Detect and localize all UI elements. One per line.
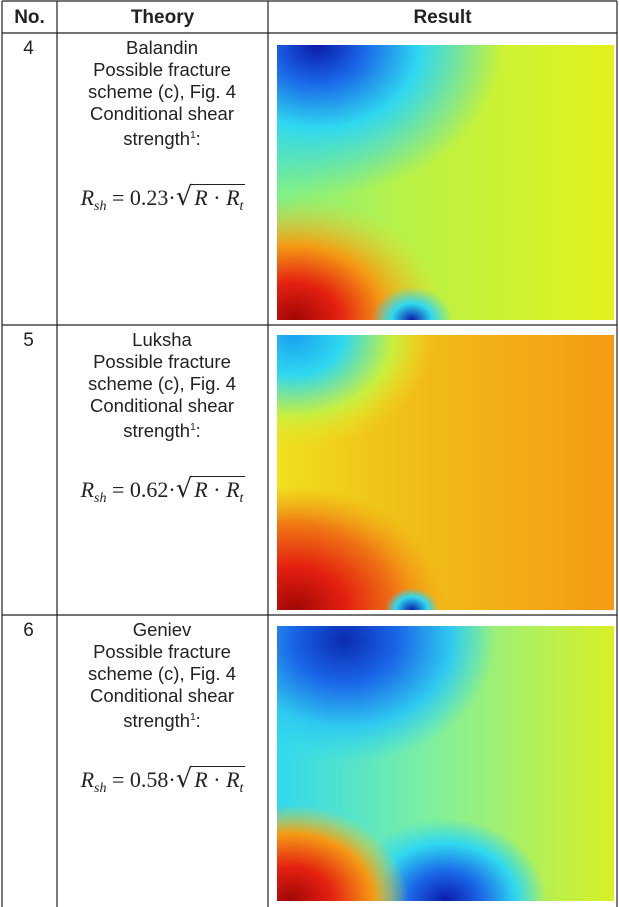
theory-scheme-line1: Possible fracture xyxy=(93,59,231,80)
theory-name: Geniev xyxy=(132,619,192,640)
header-result: Result xyxy=(413,7,472,28)
shear-strength-formula: Rsh = 0.23·√R · Rt xyxy=(80,182,246,214)
shear-strength-formula: Rsh = 0.62·√R · Rt xyxy=(80,474,246,506)
theory-cond-line2: strength1: xyxy=(123,420,201,441)
theory-scheme-line1: Possible fracture xyxy=(93,641,231,662)
theory-scheme-line2: scheme (c), Fig. 4 xyxy=(87,81,237,102)
theory-cond-line1: Conditional shear xyxy=(90,685,234,706)
theory-cond-line1: Conditional shear xyxy=(90,103,234,124)
theory-cond-line2: strength1: xyxy=(123,710,201,731)
row-number: 4 xyxy=(23,38,34,59)
theory-name: Balandin xyxy=(125,37,198,58)
header-theory: Theory xyxy=(130,7,195,28)
row-number: 5 xyxy=(23,330,34,351)
theory-cell: Geniev Possible fracture scheme (c), Fig… xyxy=(57,619,267,732)
result-heatmap-luksha xyxy=(277,335,614,610)
theory-scheme-line2: scheme (c), Fig. 4 xyxy=(87,373,237,394)
theory-scheme-line1: Possible fracture xyxy=(93,351,231,372)
theory-cond-line2: strength1: xyxy=(123,128,201,149)
theory-cond-line1: Conditional shear xyxy=(90,395,234,416)
result-heatmap-balandin xyxy=(277,45,614,320)
row-number: 6 xyxy=(23,620,34,641)
result-heatmap-geniev xyxy=(277,626,614,901)
header-no: No. xyxy=(14,7,45,28)
shear-strength-formula: Rsh = 0.58·√R · Rt xyxy=(80,764,246,796)
theory-cell: Balandin Possible fracture scheme (c), F… xyxy=(57,37,267,150)
theory-name: Luksha xyxy=(132,329,192,350)
theory-cell: Luksha Possible fracture scheme (c), Fig… xyxy=(57,329,267,442)
theory-scheme-line2: scheme (c), Fig. 4 xyxy=(87,663,237,684)
